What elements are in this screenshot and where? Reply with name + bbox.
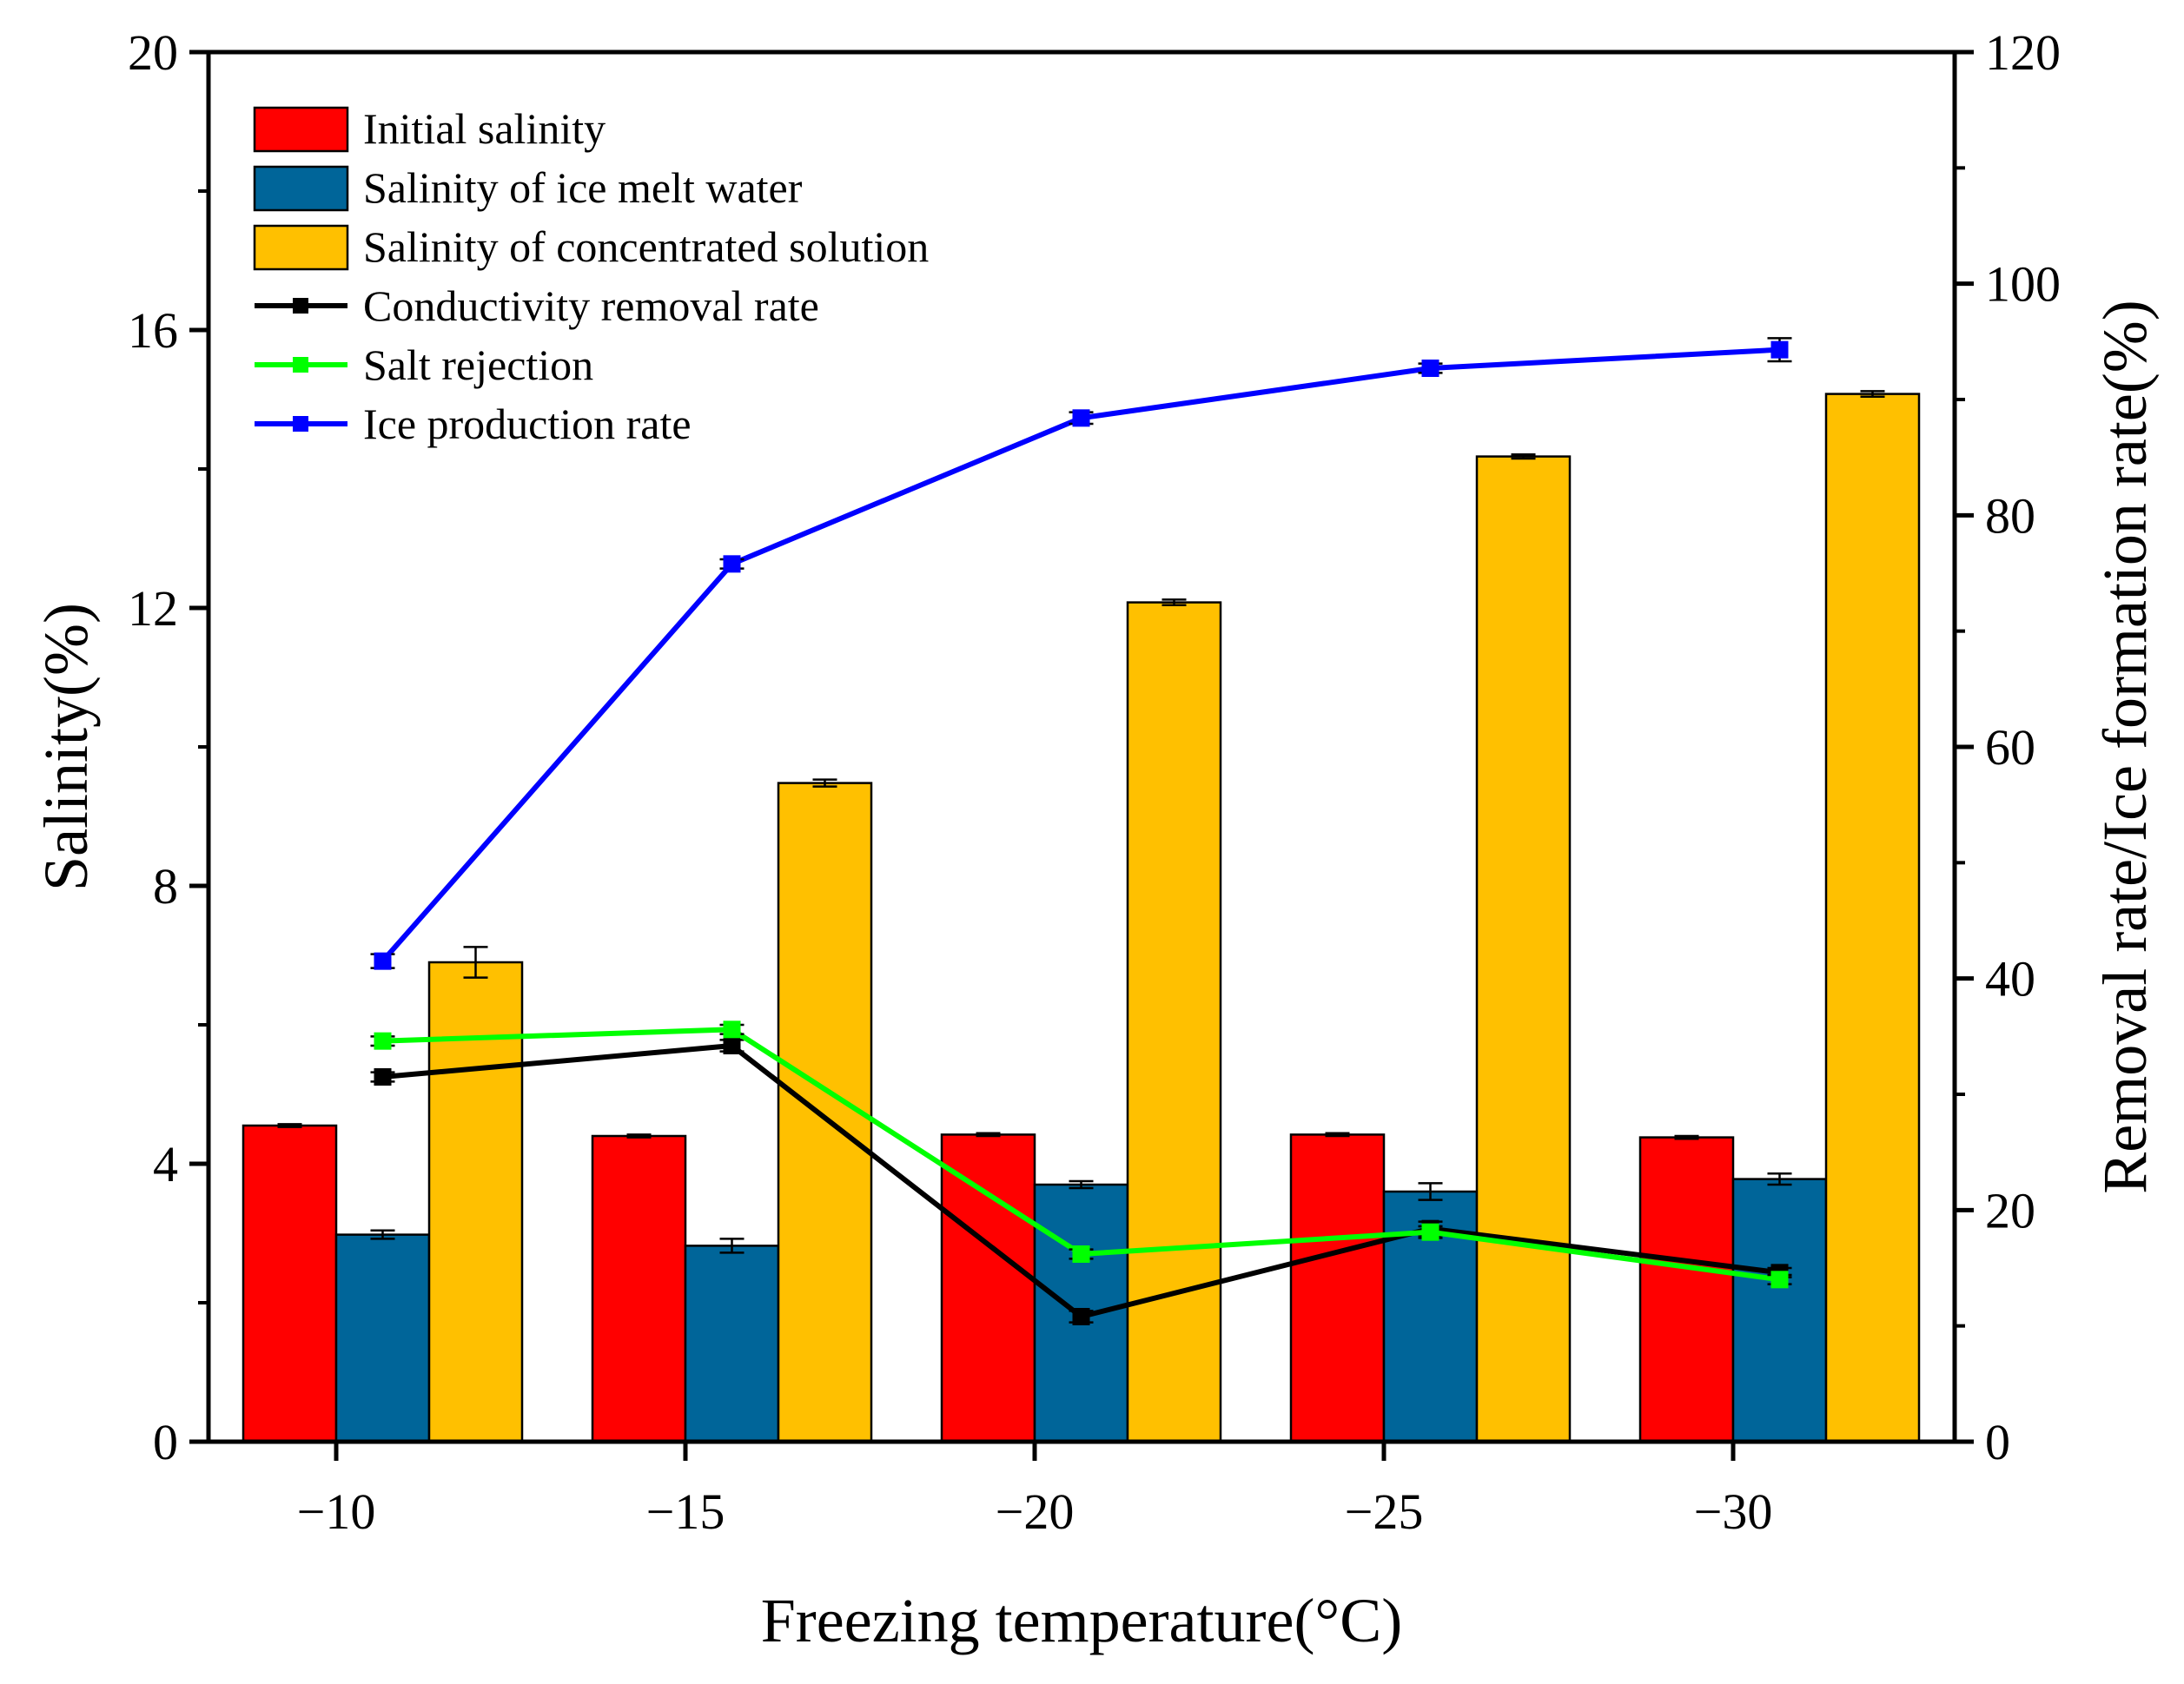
y-tick-label: 20 bbox=[128, 24, 178, 81]
y2-tick-label: 80 bbox=[1985, 487, 2035, 544]
y-axis-title: Salinity(%) bbox=[31, 603, 101, 891]
bar-initial-2 bbox=[940, 1133, 1036, 1443]
y2-tick-label: 40 bbox=[1985, 951, 2035, 1007]
marker-ice-3 bbox=[1421, 360, 1439, 377]
legend-label-conductivity: Conductivity removal rate bbox=[363, 281, 819, 330]
y-tick-label: 16 bbox=[128, 302, 178, 359]
marker-rejection-4 bbox=[1770, 1271, 1789, 1289]
marker-conductivity-2 bbox=[1072, 1308, 1090, 1325]
x-tick-label: −25 bbox=[1345, 1483, 1424, 1540]
marker-rejection-3 bbox=[1421, 1223, 1439, 1241]
marker-ice-0 bbox=[374, 952, 392, 970]
x-tick-label: −20 bbox=[996, 1483, 1075, 1540]
bar-initial-1 bbox=[591, 1134, 687, 1443]
x-tick-label: −10 bbox=[297, 1483, 376, 1540]
marker-conductivity-1 bbox=[723, 1037, 741, 1054]
legend-marker-rejection bbox=[293, 357, 308, 373]
legend-label-melt: Salinity of ice melt water bbox=[363, 163, 803, 212]
y-tick-label: 4 bbox=[153, 1136, 178, 1192]
x-tick-label: −30 bbox=[1694, 1483, 1773, 1540]
marker-rejection-0 bbox=[374, 1032, 392, 1050]
legend-label-rejection: Salt rejection bbox=[363, 340, 593, 389]
legend-label-ice: Ice production rate bbox=[363, 400, 692, 448]
bar-melt-1 bbox=[684, 1245, 780, 1443]
legend-swatch-concentrated bbox=[253, 224, 349, 271]
legend: Initial salinity Salinity of ice melt wat… bbox=[253, 104, 929, 448]
bar-concentrated-4 bbox=[1824, 393, 1921, 1443]
y-tick-label: 0 bbox=[153, 1414, 178, 1470]
legend-swatch-initial bbox=[253, 106, 349, 153]
y-tick-label: 8 bbox=[153, 858, 178, 915]
x-axis-title: Freezing temperature(°C) bbox=[761, 1586, 1402, 1655]
y2-axis-title: Removal rate/Ice formation rate(%) bbox=[2090, 300, 2160, 1193]
marker-ice-1 bbox=[723, 555, 741, 573]
bar-melt-4 bbox=[1731, 1178, 1828, 1443]
y2-tick-label: 20 bbox=[1985, 1182, 2035, 1238]
bar-concentrated-0 bbox=[427, 961, 524, 1443]
marker-conductivity-0 bbox=[374, 1068, 392, 1086]
bar-initial-3 bbox=[1289, 1133, 1386, 1443]
y2-tick-label: 60 bbox=[1985, 719, 2035, 776]
marker-rejection-1 bbox=[723, 1020, 741, 1039]
legend-swatch-melt bbox=[253, 165, 349, 212]
legend-label-concentrated: Salinity of concentrated solution bbox=[363, 222, 929, 271]
lines-layer bbox=[370, 337, 1792, 1325]
legend-marker-ice bbox=[293, 416, 308, 432]
y-tick-label: 12 bbox=[128, 580, 178, 637]
marker-rejection-2 bbox=[1072, 1245, 1090, 1263]
marker-ice-4 bbox=[1770, 340, 1789, 359]
axes-layer: 0 4 8 12 16 20 0 20 40 60 80 100 120 −10 −15 −20 −25 −30 bbox=[128, 24, 2061, 1540]
bar-concentrated-2 bbox=[1126, 601, 1222, 1443]
legend-label-initial: Initial salinity bbox=[363, 104, 606, 153]
legend-marker-conductivity bbox=[293, 298, 308, 314]
x-tick-label: −15 bbox=[646, 1483, 725, 1540]
bar-initial-4 bbox=[1638, 1136, 1735, 1443]
bar-melt-0 bbox=[334, 1233, 431, 1443]
y2-tick-label: 100 bbox=[1985, 256, 2061, 313]
bars-layer bbox=[242, 390, 1921, 1443]
bar-initial-0 bbox=[242, 1124, 338, 1443]
marker-ice-2 bbox=[1072, 409, 1090, 427]
y2-tick-label: 0 bbox=[1985, 1414, 2010, 1470]
bar-concentrated-3 bbox=[1475, 455, 1572, 1443]
y2-tick-label: 120 bbox=[1985, 24, 2061, 81]
